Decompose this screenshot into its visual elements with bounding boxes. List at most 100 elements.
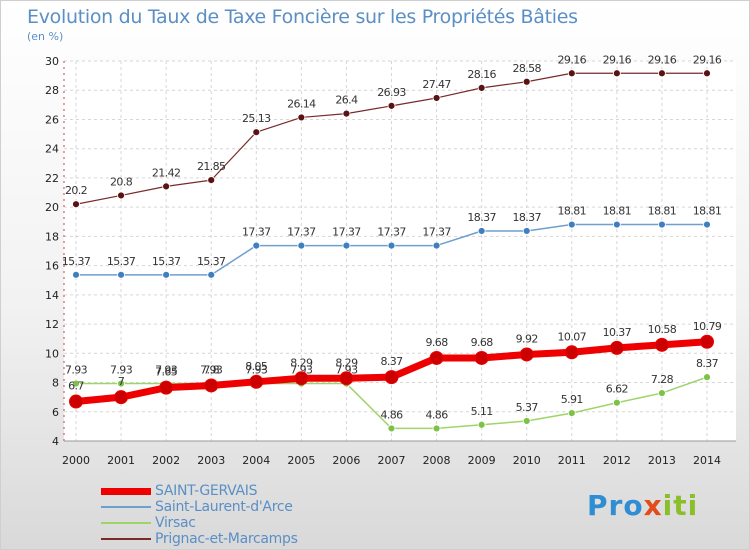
legend-swatch <box>101 538 151 540</box>
y-tick-label: 26 <box>45 113 59 126</box>
data-label: 7.93 <box>110 364 133 377</box>
data-label: 8.29 <box>290 356 313 369</box>
data-point <box>432 241 441 250</box>
data-label: 6.62 <box>606 383 628 396</box>
data-point <box>252 128 261 137</box>
data-label: 17.37 <box>422 226 451 239</box>
data-label: 10.37 <box>603 326 632 339</box>
data-label: 29.16 <box>558 53 587 66</box>
y-tick-label: 8 <box>52 377 59 390</box>
data-point <box>432 424 441 433</box>
data-point <box>252 241 261 250</box>
data-label: 20.8 <box>110 175 133 188</box>
data-label: 15.37 <box>107 255 136 268</box>
data-point <box>658 69 666 78</box>
y-tick-label: 20 <box>45 201 59 214</box>
x-tick-label: 2004 <box>242 454 270 467</box>
data-point <box>207 270 216 279</box>
data-point <box>69 394 83 409</box>
data-point <box>297 113 306 122</box>
data-point <box>204 378 219 393</box>
legend-swatch <box>101 522 151 524</box>
data-label: 4.86 <box>426 408 449 421</box>
data-label: 7.93 <box>245 364 268 377</box>
data-point <box>162 182 171 191</box>
data-label: 7.93 <box>200 364 223 377</box>
data-label: 21.42 <box>152 166 181 179</box>
data-label: 15.37 <box>197 255 226 268</box>
logo-part: Pro <box>587 489 644 522</box>
data-label: 7.93 <box>335 364 358 377</box>
data-point <box>117 270 125 279</box>
data-point <box>474 350 489 365</box>
data-point <box>654 337 669 352</box>
data-point <box>612 398 621 407</box>
data-label: 15.37 <box>62 255 91 268</box>
proxiti-logo: Proxiti <box>587 489 698 522</box>
data-point <box>477 227 486 235</box>
data-label: 18.81 <box>693 205 722 218</box>
x-tick-label: 2006 <box>332 454 360 467</box>
data-point <box>703 220 711 229</box>
data-label: 28.58 <box>512 62 541 75</box>
x-tick-label: 2005 <box>287 454 315 467</box>
data-label: 17.37 <box>377 226 406 239</box>
logo-part: iti <box>662 489 699 522</box>
x-tick-label: 2010 <box>513 454 541 467</box>
x-tick-label: 2014 <box>693 454 721 467</box>
y-tick-label: 22 <box>45 172 59 185</box>
data-label: 8.37 <box>380 355 403 368</box>
data-label: 26.14 <box>287 97 316 110</box>
data-point <box>114 390 129 405</box>
data-label: 28.16 <box>467 68 496 81</box>
data-label: 7.28 <box>651 373 674 386</box>
data-label: 8.29 <box>335 356 358 369</box>
legend-label: SAINT-GERVAIS <box>155 483 258 499</box>
data-point <box>159 380 174 395</box>
y-unit-label: (en %) <box>27 30 64 43</box>
y-tick-label: 28 <box>45 84 59 97</box>
data-label: 5.91 <box>561 393 583 406</box>
data-point <box>612 220 621 229</box>
data-label: 17.37 <box>242 226 271 239</box>
data-point <box>72 200 80 209</box>
data-label: 29.16 <box>603 53 632 66</box>
data-point <box>477 83 486 92</box>
data-point <box>658 389 666 397</box>
data-label: 7.93 <box>65 364 88 377</box>
data-label: 26.4 <box>335 94 358 107</box>
y-tick-label: 16 <box>45 260 59 273</box>
x-tick-label: 2002 <box>152 454 180 467</box>
data-point <box>297 241 306 250</box>
data-point <box>72 379 80 388</box>
data-point <box>72 270 80 279</box>
data-label: 29.16 <box>693 53 722 66</box>
y-tick-label: 14 <box>45 289 59 302</box>
data-label: 26.93 <box>377 86 406 99</box>
x-tick-label: 2013 <box>648 454 676 467</box>
data-point <box>703 373 711 382</box>
data-label: 15.37 <box>152 255 181 268</box>
data-point <box>700 334 714 349</box>
data-point <box>387 101 396 110</box>
legend-label: Prignac-et-Marcamps <box>155 531 298 547</box>
data-point <box>658 220 666 229</box>
y-tick-label: 30 <box>45 55 59 68</box>
data-point <box>342 109 351 118</box>
data-label: 17.37 <box>287 226 316 239</box>
data-point <box>249 374 264 389</box>
x-tick-label: 2001 <box>107 454 135 467</box>
y-tick-label: 12 <box>45 318 59 331</box>
data-label: 7.8 <box>203 363 219 376</box>
data-label: 25.13 <box>242 112 271 125</box>
data-label: 7.65 <box>155 366 178 379</box>
data-point <box>519 347 534 362</box>
data-point <box>387 241 396 250</box>
logo-part: x <box>643 489 663 522</box>
data-point <box>612 69 621 78</box>
data-label: 9.68 <box>426 336 449 349</box>
x-tick-label: 2007 <box>378 454 406 467</box>
data-point <box>342 241 351 250</box>
data-point <box>609 340 624 355</box>
data-point <box>522 417 531 425</box>
